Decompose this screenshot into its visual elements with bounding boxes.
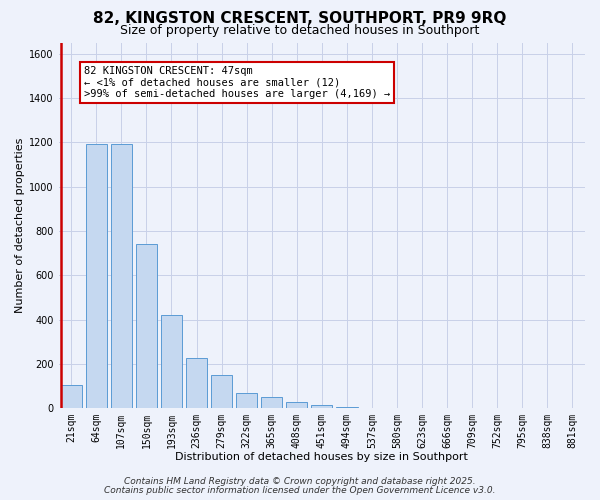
Bar [110,144,132,408]
Text: 82, KINGSTON CRESCENT, SOUTHPORT, PR9 9RQ: 82, KINGSTON CRESCENT, SOUTHPORT, PR9 9R… [94,11,506,26]
Bar [86,144,107,408]
Bar [311,405,332,408]
Y-axis label: Number of detached properties: Number of detached properties [15,138,25,313]
Text: 82 KINGSTON CRESCENT: 47sqm
← <1% of detached houses are smaller (12)
>99% of se: 82 KINGSTON CRESCENT: 47sqm ← <1% of det… [84,66,390,99]
Bar [261,397,283,408]
Bar [61,385,82,408]
Bar [236,392,257,408]
Text: Contains public sector information licensed under the Open Government Licence v3: Contains public sector information licen… [104,486,496,495]
Bar [286,402,307,408]
Bar [161,315,182,408]
X-axis label: Distribution of detached houses by size in Southport: Distribution of detached houses by size … [175,452,468,462]
Text: Size of property relative to detached houses in Southport: Size of property relative to detached ho… [121,24,479,37]
Bar [186,358,207,408]
Bar [336,407,358,408]
Bar [211,375,232,408]
Text: Contains HM Land Registry data © Crown copyright and database right 2025.: Contains HM Land Registry data © Crown c… [124,478,476,486]
Bar [136,244,157,408]
